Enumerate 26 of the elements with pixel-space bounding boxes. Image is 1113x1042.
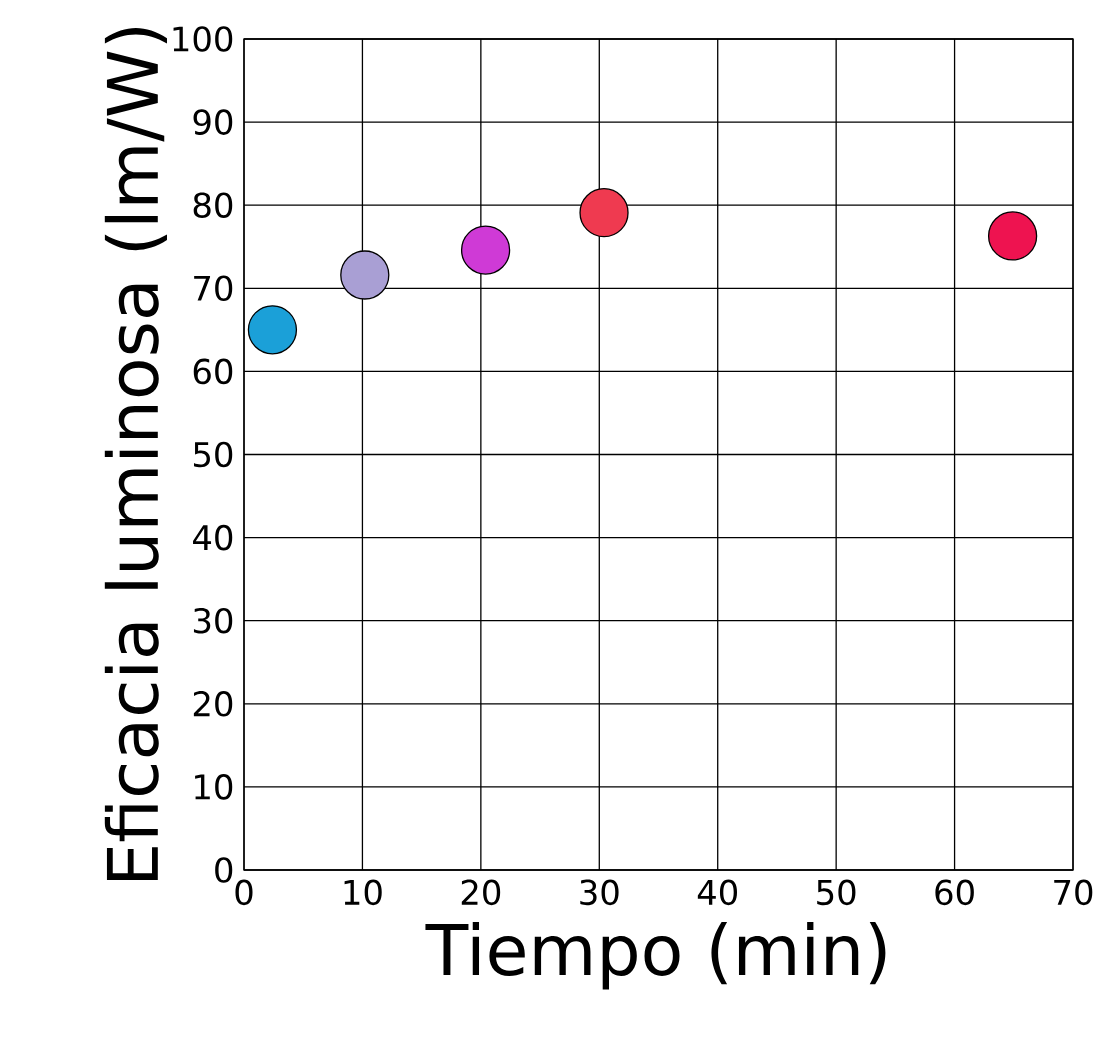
x-tick-label: 50 — [817, 879, 856, 906]
x-tick-label: 40 — [697, 879, 738, 906]
y-tick-label: 30 — [193, 607, 233, 634]
y-tick-label: 70 — [194, 275, 233, 302]
point — [579, 188, 629, 238]
point — [247, 305, 298, 355]
y-tick-label: 50 — [193, 441, 233, 468]
point — [987, 211, 1038, 261]
y-tick-label: 80 — [193, 192, 233, 219]
y-tick-label: 90 — [193, 109, 233, 135]
y-tick-label: 40 — [193, 524, 233, 551]
y-tick-label: 20 — [193, 690, 233, 717]
x-tick-label: 60 — [935, 879, 974, 906]
x-tick-label: 10 — [344, 879, 382, 906]
x-axis-title: Tiempo (min) — [425, 921, 886, 990]
y-tick-label: 10 — [195, 774, 233, 800]
point — [340, 250, 390, 300]
y-tick-label: 0 — [215, 857, 233, 883]
x-tick-label: 30 — [580, 879, 619, 906]
y-tick-label: 60 — [193, 358, 233, 385]
x-tick-label: 20 — [461, 879, 501, 906]
point — [460, 225, 511, 275]
y-axis-title: Eficacia luminosa (lm/W) — [104, 27, 167, 881]
y-tick-label: 100 — [173, 26, 233, 52]
x-tick-label: 0 — [235, 879, 253, 906]
x-tick-label: 70 — [1054, 879, 1093, 906]
